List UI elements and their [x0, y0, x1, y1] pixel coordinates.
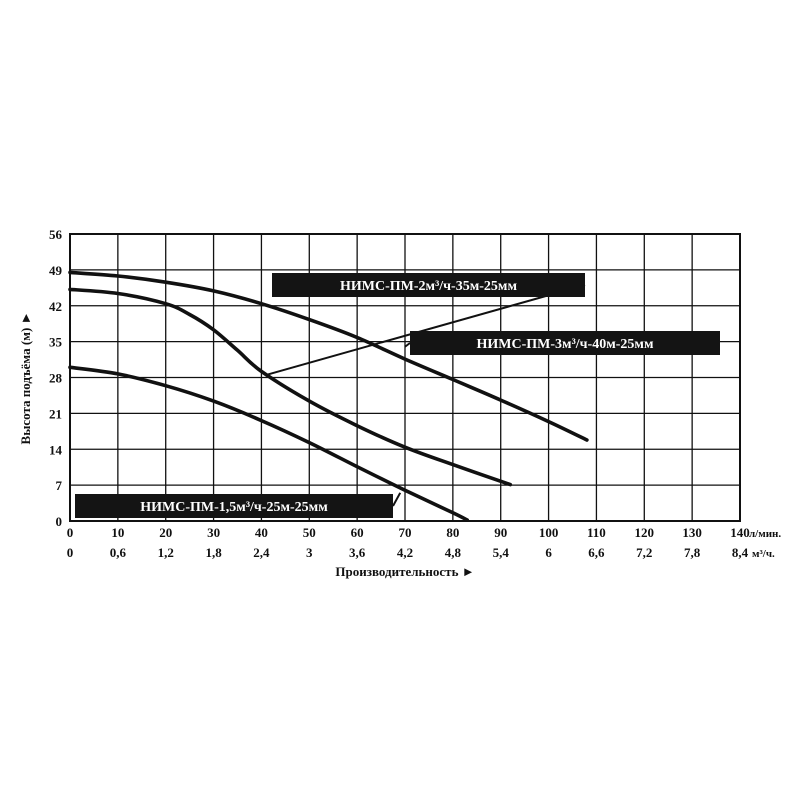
series-curve-1: [68, 270, 589, 442]
series-label-leader: [392, 492, 402, 507]
x-tick-label-primary: 100: [539, 525, 559, 540]
x-unit-secondary: м³/ч.: [752, 548, 775, 560]
x-tick-label-secondary: 2,4: [253, 545, 270, 560]
y-tick-label: 21: [49, 406, 62, 421]
x-tick-label-secondary: 4,8: [445, 545, 462, 560]
y-tick-label: 0: [56, 514, 63, 529]
x-tick-label-secondary: 3: [306, 545, 313, 560]
x-tick-label-primary: 70: [399, 525, 412, 540]
x-tick-label-secondary: 1,8: [205, 545, 222, 560]
x-tick-label-secondary: 0,6: [110, 545, 127, 560]
series-label-box: [75, 494, 393, 518]
x-tick-label-secondary: 1,2: [158, 545, 174, 560]
x-tick-label-primary: 90: [494, 525, 507, 540]
x-tick-label-primary: 130: [682, 525, 702, 540]
series-label-box: [272, 273, 585, 297]
y-tick-label: 28: [49, 371, 63, 386]
x-tick-label-primary: 140: [730, 525, 750, 540]
x-tick-label-secondary: 7,2: [636, 545, 652, 560]
x-tick-label-primary: 0: [67, 525, 74, 540]
y-axis-label: Высота подъёма (м) ►: [18, 312, 33, 445]
x-tick-label-secondary: 3,6: [349, 545, 366, 560]
x-tick-label-primary: 50: [303, 525, 316, 540]
x-tick-label-primary: 10: [111, 525, 124, 540]
chart-grid: [69, 233, 741, 522]
x-tick-label-secondary: 6,6: [588, 545, 605, 560]
x-axis-label: Производительность ►: [335, 564, 474, 579]
series-curve-2: [68, 287, 513, 487]
chart-curves: [68, 270, 589, 522]
series-label-text: НИМС-ПМ-1,5м³/ч-25м-25мм: [140, 500, 328, 515]
x-tick-label-primary: 60: [351, 525, 364, 540]
y-tick-label: 35: [49, 335, 63, 350]
series-label-text: НИМС-ПМ-3м³/ч-40м-25мм: [477, 337, 654, 352]
chart-series-labels: НИМС-ПМ-2м³/ч-35м-25мм НИМС-ПМ-3м³/ч-40м-…: [75, 273, 720, 518]
series-label-box: [410, 331, 720, 355]
x-tick-label-primary: 40: [255, 525, 268, 540]
y-tick-label: 14: [49, 442, 63, 457]
x-unit-primary: л/мин.: [749, 528, 781, 540]
y-tick-label: 42: [49, 299, 62, 314]
x-tick-label-primary: 20: [159, 525, 172, 540]
x-tick-label-primary: 110: [587, 525, 606, 540]
x-tick-label-secondary: 7,8: [684, 545, 701, 560]
x-tick-label-primary: 80: [446, 525, 459, 540]
series-label-leader: [404, 342, 411, 348]
x-tick-label-secondary: 5,4: [493, 545, 510, 560]
x-tick-label-secondary: 8,4: [732, 545, 749, 560]
y-tick-label: 7: [56, 478, 63, 493]
x-tick-label-secondary: 6: [545, 545, 552, 560]
x-tick-label-primary: 120: [635, 525, 655, 540]
x-tick-label-primary: 30: [207, 525, 220, 540]
y-tick-label: 56: [49, 227, 63, 242]
y-tick-label: 49: [49, 263, 63, 278]
series-curve-3: [68, 365, 469, 522]
x-tick-label-secondary: 4,2: [397, 545, 413, 560]
series-label-leader: [265, 284, 586, 376]
x-tick-label-secondary: 0: [67, 545, 74, 560]
series-label-text: НИМС-ПМ-2м³/ч-35м-25мм: [340, 279, 517, 294]
